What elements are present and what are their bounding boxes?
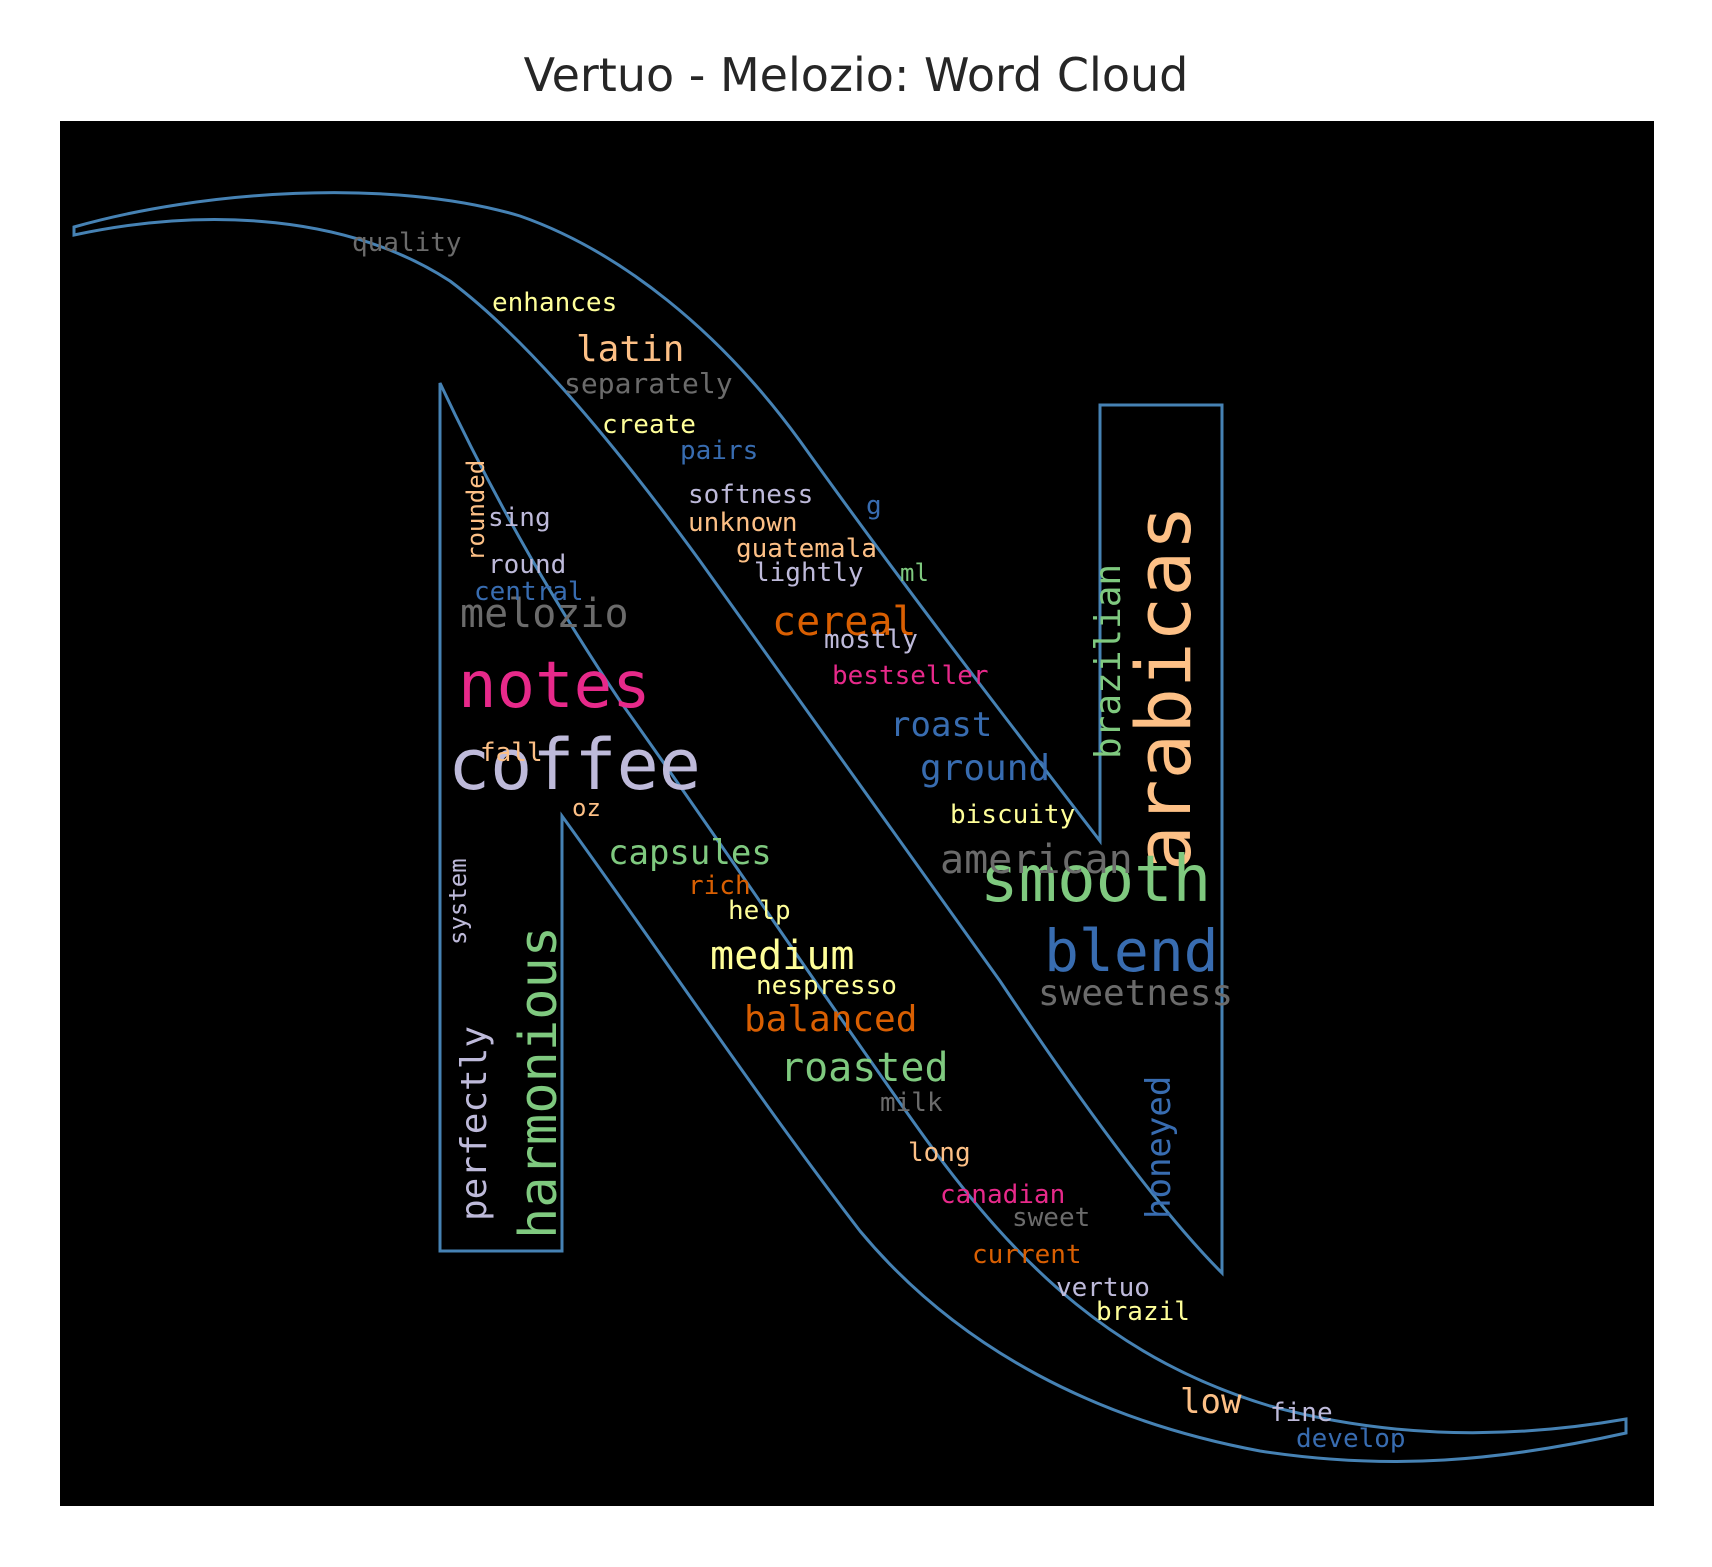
word-long: long [908, 1138, 971, 1168]
word-blend: blend [1044, 917, 1219, 985]
word-biscuity: biscuity [950, 800, 1075, 830]
word-unknown: unknown [688, 508, 798, 538]
word-ground: ground [920, 748, 1050, 789]
word-low: low [1180, 1382, 1242, 1422]
word-arabicas: arabicas [1119, 505, 1208, 871]
word-notes: notes [458, 649, 651, 723]
word-cloud-panel: coffee notes arabicas smooth blend harmonious… [60, 121, 1654, 1506]
word-system: system [444, 858, 472, 945]
word-rich: rich [688, 871, 751, 901]
word-american: american [940, 837, 1133, 883]
word-latin: latin [576, 329, 684, 370]
word-brazilian: brazilian [1088, 564, 1129, 759]
word-harmonious: harmonious [509, 926, 569, 1239]
word-develop: develop [1296, 1424, 1406, 1454]
word-enhances: enhances [492, 288, 617, 318]
word-quality: quality [352, 228, 462, 258]
word-sweetness: sweetness [1038, 973, 1233, 1014]
word-brazil: brazil [1096, 1297, 1190, 1327]
word-roast: roast [890, 705, 992, 745]
word-round: round [488, 550, 566, 580]
word-cereal: cereal [772, 599, 917, 645]
word-ml: ml [900, 559, 929, 587]
word-vertuo: vertuo [1056, 1273, 1150, 1303]
word-g: g [866, 491, 882, 521]
logo-top-swoosh-outline [72, 191, 1224, 1277]
logo-bottom-swoosh-outline [438, 382, 1628, 1463]
word-roasted: roasted [780, 1045, 949, 1091]
word-rounded: rounded [462, 460, 490, 561]
word-oz: oz [572, 794, 601, 822]
word-guatemala: guatemala [736, 534, 877, 564]
page-title: Vertuo - Melozio: Word Cloud [523, 48, 1189, 102]
word-create: create [602, 410, 696, 440]
word-help: help [728, 896, 791, 926]
word-sweet: sweet [1012, 1203, 1090, 1233]
word-melozio: melozio [460, 591, 629, 637]
word-honeyed: honeyed [1139, 1076, 1179, 1219]
word-separately: separately [564, 367, 733, 400]
word-fall: fall [480, 738, 543, 768]
word-coffee: coffee [448, 724, 701, 806]
word-sing: sing [488, 503, 551, 533]
word-balanced: balanced [744, 999, 917, 1040]
word-smooth: smooth [980, 843, 1211, 917]
word-medium: medium [710, 933, 855, 979]
word-bestseller: bestseller [832, 661, 989, 691]
word-lightly: lightly [754, 558, 864, 588]
word-capsules: capsules [608, 833, 772, 873]
word-milk: milk [880, 1088, 943, 1118]
word-pairs: pairs [680, 436, 758, 466]
word-central: central [474, 577, 584, 607]
word-current: current [972, 1240, 1082, 1270]
word-mostly: mostly [824, 625, 918, 655]
word-perfectly: perfectly [454, 1026, 495, 1221]
word-nespresso: nespresso [756, 971, 897, 1001]
word-fine: fine [1270, 1398, 1333, 1428]
word-canadian: canadian [940, 1180, 1065, 1210]
word-softness: softness [688, 480, 813, 510]
logo-outline [72, 191, 1628, 1463]
